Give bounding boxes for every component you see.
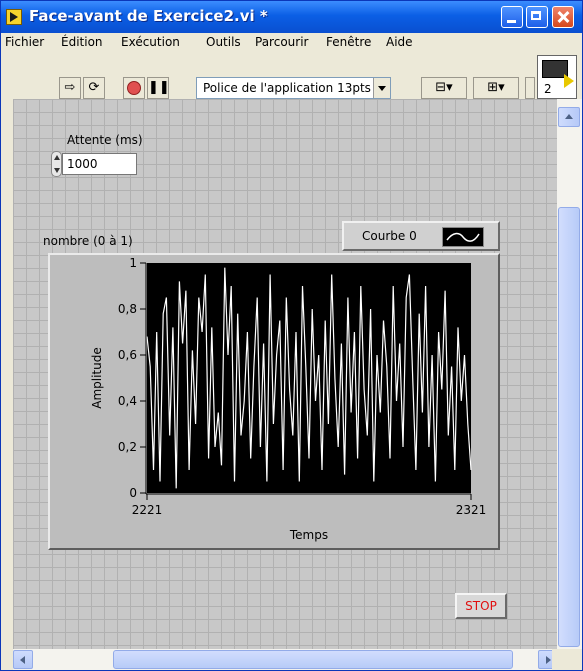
vi-icon-arrow xyxy=(564,74,574,88)
distribute-icon[interactable]: ⊞▾ xyxy=(473,77,519,99)
x-tick-label: 2321 xyxy=(456,503,487,517)
menu-bar: Fichier Édition Exécution Outils Parcour… xyxy=(1,33,582,53)
font-selector-label: Police de l'application 13pts xyxy=(203,81,371,95)
menu-execution[interactable]: Exécution xyxy=(121,35,180,49)
horizontal-scrollbar[interactable] xyxy=(13,649,582,670)
plot-legend[interactable]: Courbe 0 xyxy=(342,221,500,251)
y-axis-label: Amplitude xyxy=(90,347,104,409)
menu-edition[interactable]: Édition xyxy=(61,35,103,49)
scroll-left-icon[interactable] xyxy=(13,650,33,669)
series-line-0 xyxy=(146,267,472,489)
toolbar: ⇨ ⟳ ❚❚ Police de l'application 13pts ⊟▾ … xyxy=(1,53,582,100)
horizontal-scroll-thumb[interactable] xyxy=(113,650,513,669)
font-selector[interactable]: Police de l'application 13pts xyxy=(196,77,391,99)
align-icon[interactable]: ⊟▾ xyxy=(421,77,467,99)
vi-icon-screen xyxy=(542,60,568,78)
minimize-button[interactable] xyxy=(501,6,523,28)
wait-increment-decrement[interactable] xyxy=(51,151,62,177)
menu-aide[interactable]: Aide xyxy=(386,35,413,49)
pause-icon[interactable]: ❚❚ xyxy=(147,77,170,99)
labview-vi-icon xyxy=(6,9,22,25)
wait-label: Attente (ms) xyxy=(67,133,143,147)
window-title: Face-avant de Exercice2.vi * xyxy=(29,7,268,25)
vertical-scroll-thumb[interactable] xyxy=(558,207,580,647)
menu-outils[interactable]: Outils xyxy=(206,35,241,49)
y-tick-label: 0,4 xyxy=(118,394,137,408)
vertical-scrollbar[interactable] xyxy=(557,99,582,670)
menu-fichier[interactable]: Fichier xyxy=(5,35,45,49)
y-tick-label: 0,8 xyxy=(118,302,137,316)
close-button[interactable] xyxy=(552,6,574,28)
run-arrow-icon[interactable]: ⇨ xyxy=(59,77,81,99)
abort-icon[interactable] xyxy=(123,77,145,99)
title-bar[interactable]: Face-avant de Exercice2.vi * xyxy=(1,1,582,33)
menu-parcourir[interactable]: Parcourir xyxy=(255,35,309,49)
scroll-up-icon[interactable] xyxy=(558,107,580,127)
vi-connector-icon[interactable]: 2 xyxy=(537,55,577,99)
chevron-down-icon[interactable] xyxy=(373,78,390,98)
menu-fenetre[interactable]: Fenêtre xyxy=(326,35,372,49)
run-continuously-icon[interactable]: ⟳ xyxy=(83,77,105,99)
resize-grip[interactable] xyxy=(552,649,582,670)
legend-line-sample xyxy=(442,227,484,247)
stop-button[interactable]: STOP xyxy=(455,593,507,619)
legend-label: Courbe 0 xyxy=(362,229,417,243)
y-tick-label: 1 xyxy=(129,256,137,270)
wait-input[interactable]: 1000 xyxy=(62,153,137,175)
maximize-button[interactable] xyxy=(526,6,548,28)
x-axis-label: Temps xyxy=(289,528,328,542)
graph-label: nombre (0 à 1) xyxy=(43,234,133,248)
panel-left-margin xyxy=(1,99,13,670)
y-tick-label: 0,2 xyxy=(118,440,137,454)
resize-icon[interactable] xyxy=(525,77,535,99)
y-tick-label: 0,6 xyxy=(118,348,137,362)
x-tick-label: 2221 xyxy=(132,503,163,517)
vi-icon-number: 2 xyxy=(544,82,552,96)
y-tick-label: 0 xyxy=(129,486,137,500)
